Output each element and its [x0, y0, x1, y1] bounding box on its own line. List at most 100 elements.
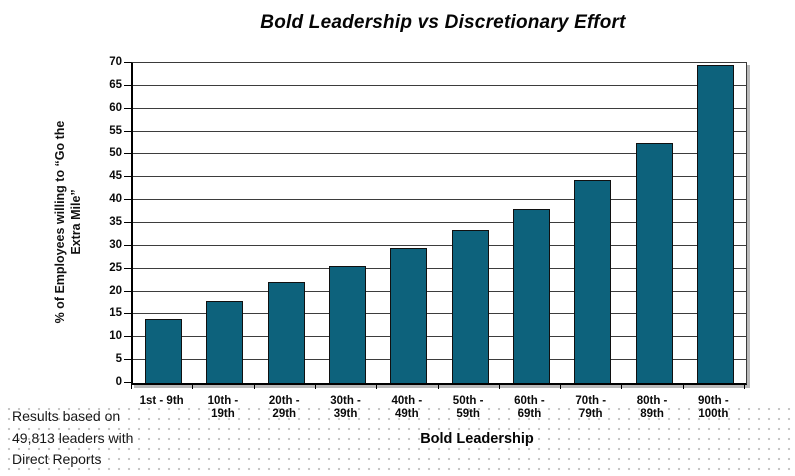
x-category-label: 90th -100th [679, 395, 747, 421]
bar [329, 266, 367, 383]
x-tick [437, 384, 439, 389]
y-tick [124, 222, 131, 223]
x-category-label-line: 59th [456, 408, 480, 420]
x-category-label: 80th -89th [618, 395, 686, 421]
x-category-label-line: 29th [272, 408, 297, 420]
x-tick [314, 384, 316, 389]
y-tick [124, 290, 131, 292]
y-axis-title-line1: % of Employees willing to “Go the [53, 120, 67, 324]
gridline [133, 336, 746, 338]
x-category-label-line: 19th [211, 408, 235, 420]
y-tick-label: 35 [109, 216, 122, 228]
y-tick [124, 244, 131, 246]
x-category-label: 10th -19th [189, 395, 257, 421]
y-tick-label: 55 [109, 124, 122, 137]
dotted-background [0, 408, 795, 476]
x-category-label-line: 10th - [207, 395, 239, 407]
y-tick [124, 176, 131, 178]
x-tick [498, 384, 500, 389]
bar [267, 282, 305, 383]
y-tick-label: 40 [109, 193, 122, 206]
x-axis-title: Bold Leadership [420, 431, 534, 447]
x-category-label-line: 20th - [268, 395, 300, 407]
y-axis-title-line2: Extra Mile” [69, 189, 83, 255]
gridline [133, 130, 746, 132]
gridline [133, 176, 746, 178]
gridline [133, 290, 746, 292]
gridline [133, 244, 746, 246]
x-category-label-line: 100th [698, 408, 729, 420]
x-tick [682, 384, 684, 389]
x-tick [621, 384, 623, 389]
gridline [133, 359, 746, 361]
x-tick [560, 384, 562, 389]
x-category-label: 50th -59th [434, 395, 502, 421]
bar [574, 179, 612, 383]
source-note-line1: Results based on [12, 408, 121, 424]
x-category-label-line: 79th [578, 408, 603, 420]
y-tick [124, 382, 131, 383]
plot-area [131, 62, 747, 385]
y-tick-label: 15 [109, 307, 122, 320]
y-tick [124, 62, 131, 63]
source-note: Results based on 49,813 leaders with Dir… [12, 406, 182, 471]
bar [696, 65, 734, 383]
x-tick [253, 384, 255, 389]
x-tick [376, 384, 378, 389]
gridline [133, 267, 746, 269]
x-category-label-line: 1st - 9th [139, 395, 184, 407]
y-tick [124, 199, 131, 201]
x-category-label-line: 40th - [391, 395, 423, 407]
y-tick-label: 30 [109, 238, 122, 251]
gridline [133, 107, 746, 109]
y-tick-label: 5 [115, 353, 122, 366]
y-tick [124, 359, 131, 361]
y-tick [124, 84, 131, 86]
x-category-label-line: 69th [517, 408, 542, 420]
bar [206, 300, 244, 383]
bar [635, 143, 673, 383]
x-category-label-line: 80th - [636, 395, 668, 407]
y-tick-label: 45 [109, 170, 122, 183]
x-category-label: 40th -49th [373, 395, 441, 421]
y-tick [124, 336, 131, 338]
x-tick [744, 384, 745, 389]
y-tick-label: 60 [109, 101, 122, 114]
x-tick [131, 384, 132, 389]
y-tick-label: 0 [115, 376, 122, 388]
y-tick-label: 10 [109, 330, 122, 343]
x-category-label-line: 60th - [514, 395, 545, 407]
gridline [133, 313, 746, 315]
bar [145, 319, 183, 383]
x-tick [192, 384, 194, 389]
x-category-label-line: 49th [395, 408, 419, 420]
x-category-label: 60th -69th [495, 395, 563, 421]
bar [390, 248, 428, 383]
gridline [133, 222, 746, 223]
gridline [133, 153, 746, 155]
y-tick [124, 313, 131, 315]
gridline [133, 199, 746, 201]
y-tick-label: 20 [109, 284, 122, 297]
y-tick [124, 267, 131, 269]
x-category-label: 1st - 9th [128, 395, 196, 408]
x-category-label-line: 90th - [698, 395, 729, 407]
x-category-label-line: 39th [333, 408, 358, 420]
x-category-label-line: 30th - [330, 395, 361, 407]
y-tick-label: 25 [109, 261, 122, 274]
y-tick-label: 70 [109, 56, 122, 68]
x-category-label-line: 89th [640, 408, 664, 420]
x-category-label: 20th -29th [250, 395, 318, 421]
chart-title: Bold Leadership vs Discretionary Effort [260, 12, 626, 33]
source-note-line3: Direct Reports [12, 451, 102, 467]
bar [451, 229, 489, 383]
y-tick [124, 130, 131, 132]
x-category-label: 30th -39th [312, 395, 380, 421]
x-category-label: 70th -79th [557, 395, 625, 421]
y-tick [124, 153, 131, 155]
y-tick [124, 107, 131, 109]
gridline [133, 84, 746, 86]
x-category-label-line: 70th - [575, 395, 607, 407]
x-category-label-line: 50th - [452, 395, 484, 407]
